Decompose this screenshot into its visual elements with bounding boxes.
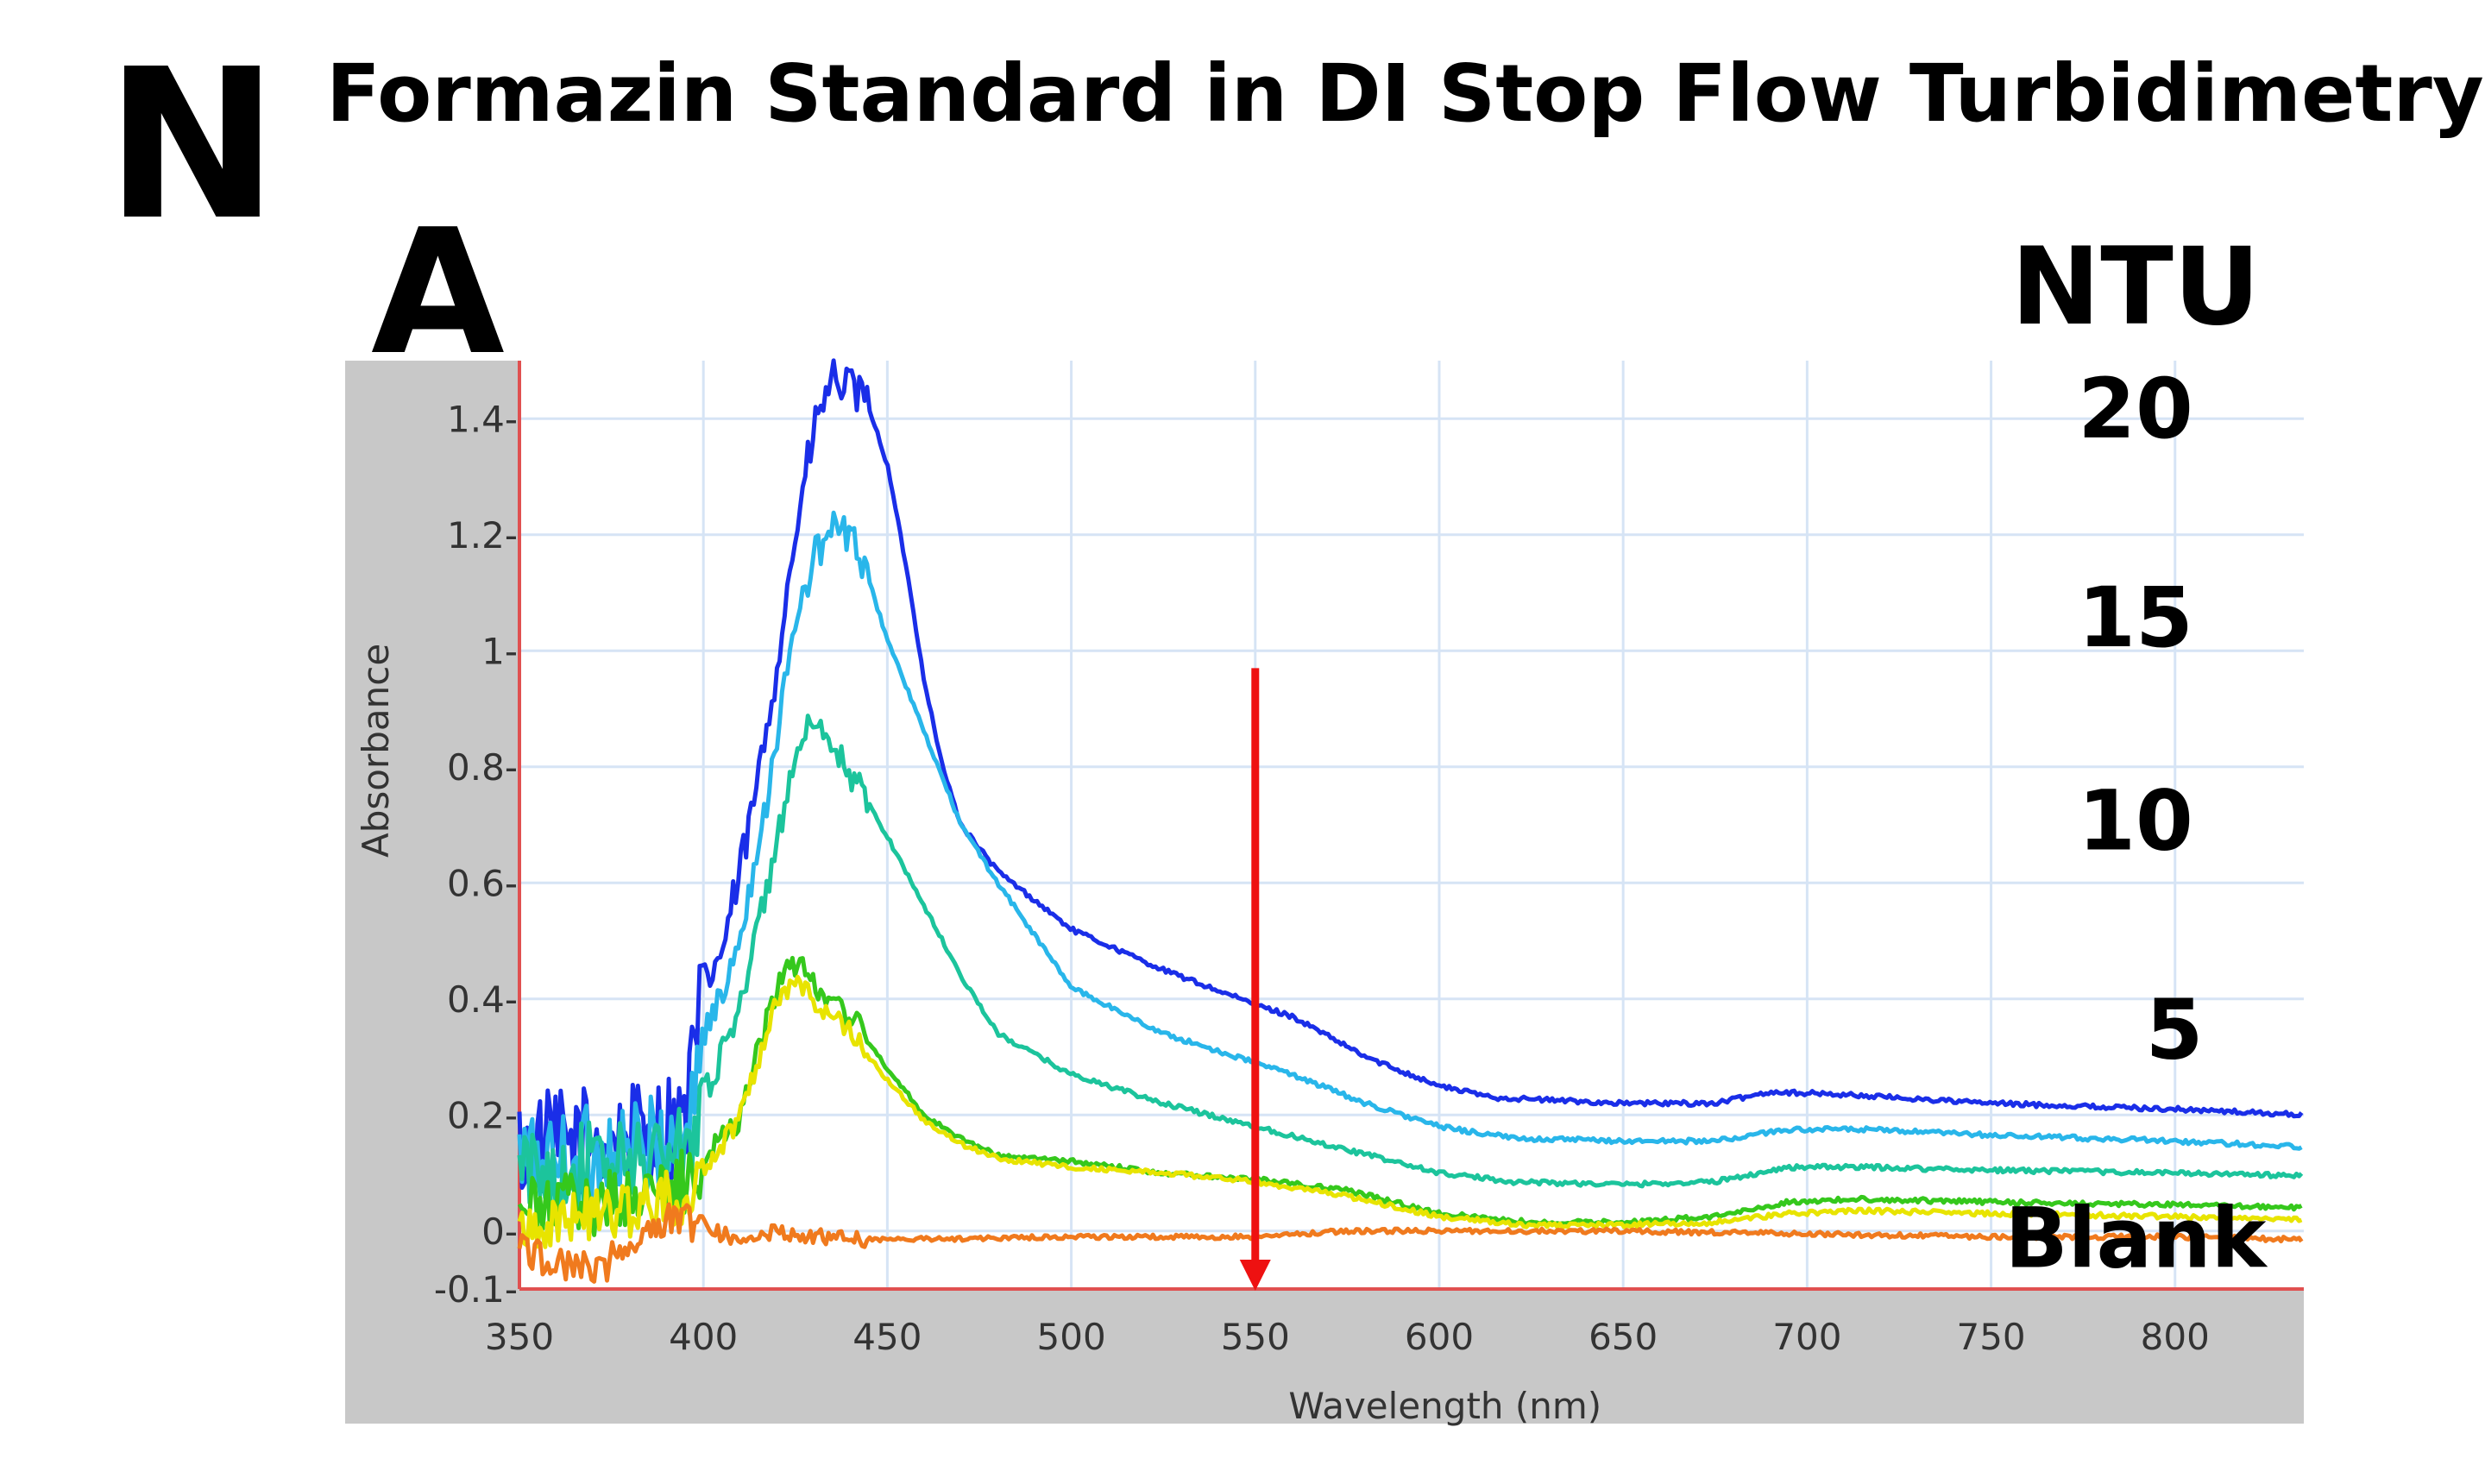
y-tick-label: 0.8- <box>447 746 518 789</box>
series-line-15 <box>517 510 2303 1204</box>
x-tick-label: 600 <box>1405 1316 1474 1358</box>
x-axis-title: Wavelength (nm) <box>1288 1385 1601 1427</box>
legend-label-15: 15 <box>2078 569 2193 666</box>
x-tick-label: 400 <box>669 1316 738 1358</box>
x-tick-label: 350 <box>485 1316 554 1358</box>
annotations <box>1239 668 1271 1291</box>
legend-label-20: 20 <box>2078 361 2193 457</box>
y-tick-label: 0.6- <box>447 862 518 904</box>
y-tick-label: 0- <box>481 1210 518 1253</box>
y-tick-label: 1- <box>481 630 518 672</box>
x-tick-label: 650 <box>1589 1316 1658 1358</box>
legend-label-5: 5 <box>2146 981 2204 1078</box>
panel-label-n: N <box>105 24 279 266</box>
series-line-Blank <box>517 1202 2304 1284</box>
series-group <box>517 358 2304 1284</box>
legend-title: NTU <box>2010 225 2260 349</box>
chart-title: Formazin Standard in DI Stop Flow Turbid… <box>326 47 2484 140</box>
series-line-5-replicate <box>517 974 2303 1249</box>
x-tick-label: 500 <box>1037 1316 1106 1358</box>
legend-label-Blank: Blank <box>2004 1190 2268 1286</box>
tick-labels: 350 400 450 500 550 600 650 700 750 800 1.4- 1.2- 1-… <box>355 398 2210 1427</box>
plot-area <box>519 361 2304 1289</box>
series-line-20 <box>517 358 2304 1195</box>
x-tick-label: 750 <box>1956 1316 2025 1358</box>
x-tick-label: 550 <box>1221 1316 1290 1358</box>
x-tick-label: 800 <box>2141 1316 2210 1358</box>
y-tick-label: -0.1- <box>434 1268 518 1311</box>
series-line-5 <box>517 955 2303 1241</box>
series-line-10 <box>517 714 2304 1214</box>
y-axis-title: Absorbance <box>355 644 397 858</box>
red-arrow-head <box>1239 1260 1271 1291</box>
y-tick-label: 0.2- <box>447 1094 518 1136</box>
legend-label-10: 10 <box>2078 772 2193 869</box>
y-tick-label: 1.4- <box>447 398 518 440</box>
y-tick-label: 0.4- <box>447 978 518 1021</box>
x-tick-label: 450 <box>852 1316 922 1358</box>
y-tick-label: 1.2- <box>447 514 518 556</box>
x-tick-label: 700 <box>1772 1316 1841 1358</box>
panel-label-a: A <box>371 192 505 393</box>
ntu-legend: NTU 20 15 10 5 Blank <box>2004 225 2268 1286</box>
